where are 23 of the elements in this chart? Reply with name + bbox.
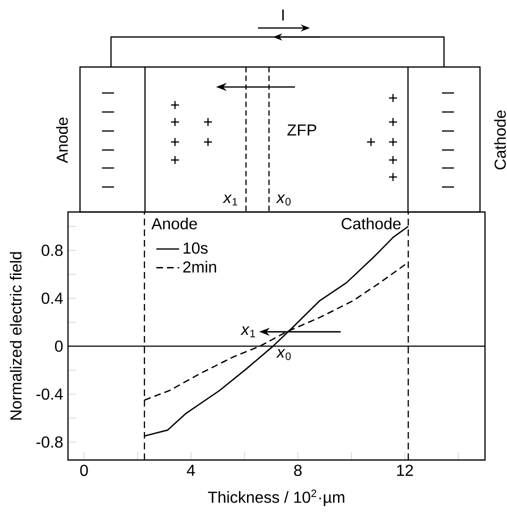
- text: Cathode: [494, 110, 506, 170]
- text: x$_{0}$: [276, 194, 290, 206]
- text: I: [282, 10, 284, 21]
- text: x$_{1}$: [222, 194, 238, 206]
- y-tick-label: 0.8: [42, 244, 62, 256]
- text: ZFP: [287, 124, 316, 136]
- legend-label: 2min: [183, 260, 216, 272]
- x-tick-label: 4: [186, 464, 195, 476]
- y-tick-label: 0: [54, 340, 63, 352]
- x-axis-title: Thickness / 10$^{2}$·µm: [208, 490, 344, 506]
- ref-line-label: Anode: [151, 218, 197, 230]
- annotation: x$_{0}$: [276, 349, 291, 360]
- text: Anode: [56, 118, 68, 164]
- y-tick-label: -0.8: [36, 436, 62, 448]
- y-tick-label: -0.4: [36, 388, 63, 400]
- annotation: x$_{1}$: [240, 326, 255, 338]
- y-axis-title: Normalized electric field: [10, 252, 22, 420]
- ref-line-label: Cathode: [342, 218, 401, 230]
- y-tick-label: 0.4: [42, 292, 63, 304]
- x-tick-label: 12: [397, 464, 413, 476]
- x-tick-label: 8: [294, 464, 302, 476]
- legend-label: 10s: [184, 242, 208, 254]
- x-tick-label: 0: [80, 464, 88, 476]
